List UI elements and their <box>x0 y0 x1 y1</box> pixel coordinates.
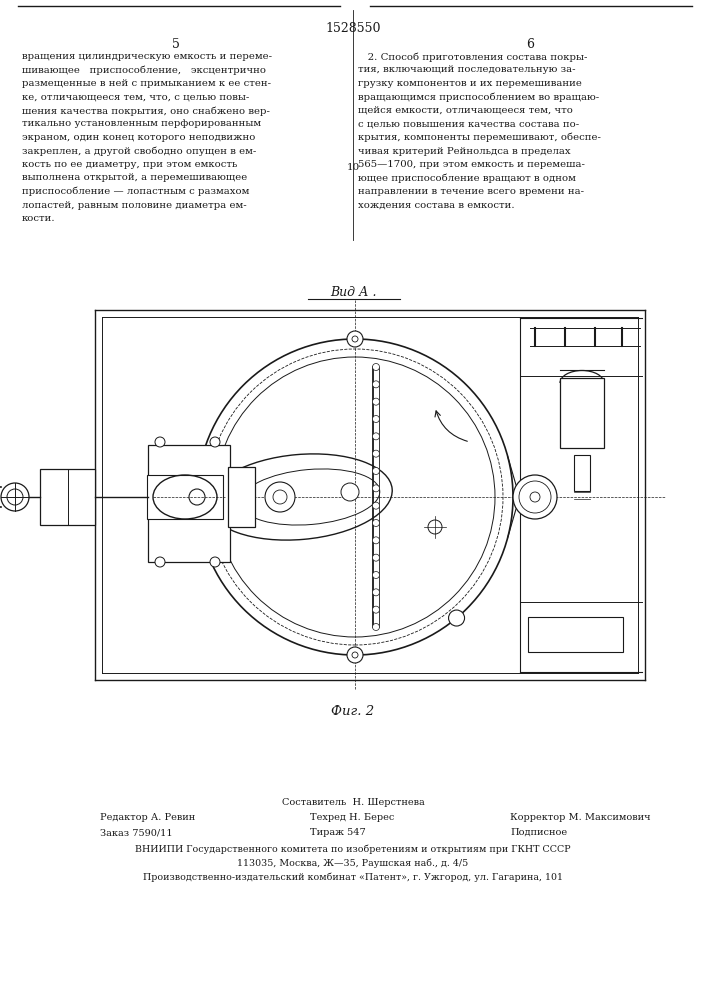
Text: Вид А .: Вид А . <box>329 286 376 299</box>
Text: выполнена открытой, а перемешивающее: выполнена открытой, а перемешивающее <box>22 174 247 182</box>
Text: Фиг. 2: Фиг. 2 <box>332 705 375 718</box>
Text: щейся емкости, отличающееся тем, что: щейся емкости, отличающееся тем, что <box>358 106 573 115</box>
Text: Заказ 7590/11: Заказ 7590/11 <box>100 828 173 837</box>
Circle shape <box>373 450 380 457</box>
Circle shape <box>373 554 380 561</box>
Text: 2. Способ приготовления состава покры-: 2. Способ приготовления состава покры- <box>358 52 588 62</box>
Bar <box>574 455 590 491</box>
Text: Подписное: Подписное <box>510 828 567 837</box>
Circle shape <box>373 485 380 492</box>
Circle shape <box>189 489 205 505</box>
Bar <box>228 467 255 527</box>
Circle shape <box>373 572 380 578</box>
Text: Редактор А. Ревин: Редактор А. Ревин <box>100 813 195 822</box>
Circle shape <box>265 482 295 512</box>
Circle shape <box>373 537 380 544</box>
Text: направлении в течение всего времени на-: направлении в течение всего времени на- <box>358 187 584 196</box>
Text: грузку компонентов и их перемешивание: грузку компонентов и их перемешивание <box>358 79 582 88</box>
Circle shape <box>210 557 220 567</box>
Text: вращения цилиндрическую емкость и переме-: вращения цилиндрическую емкость и переме… <box>22 52 272 61</box>
Text: шивающее   приспособление,   эксцентрично: шивающее приспособление, эксцентрично <box>22 66 266 75</box>
Circle shape <box>373 589 380 596</box>
Text: 113035, Москва, Ж—35, Раушская наб., д. 4/5: 113035, Москва, Ж—35, Раушская наб., д. … <box>238 858 469 867</box>
Text: размещенные в ней с примыканием к ее стен-: размещенные в ней с примыканием к ее сте… <box>22 79 271 88</box>
Circle shape <box>373 502 380 509</box>
Text: закреплен, а другой свободно опущен в ем-: закреплен, а другой свободно опущен в ем… <box>22 146 256 156</box>
Circle shape <box>373 363 380 370</box>
Text: кости.: кости. <box>22 214 56 223</box>
Circle shape <box>373 606 380 613</box>
Circle shape <box>373 416 380 422</box>
Circle shape <box>347 647 363 663</box>
Circle shape <box>373 520 380 526</box>
Circle shape <box>341 483 359 501</box>
Text: ющее приспособление вращают в одном: ющее приспособление вращают в одном <box>358 174 576 183</box>
Text: шения качества покрытия, оно снабжено вер-: шения качества покрытия, оно снабжено ве… <box>22 106 270 115</box>
Text: вращающимся приспособлением во вращаю-: вращающимся приспособлением во вращаю- <box>358 93 599 102</box>
Text: ке, отличающееся тем, что, с целью повы-: ке, отличающееся тем, что, с целью повы- <box>22 93 250 102</box>
Bar <box>148 445 230 562</box>
Circle shape <box>448 610 464 626</box>
Text: крытия, компоненты перемешивают, обеспе-: крытия, компоненты перемешивают, обеспе- <box>358 133 601 142</box>
Text: ВНИИПИ Государственного комитета по изобретениям и открытиям при ГКНТ СССР: ВНИИПИ Государственного комитета по изоб… <box>135 844 571 854</box>
Text: с целью повышения качества состава по-: с целью повышения качества состава по- <box>358 119 579 128</box>
Text: 6: 6 <box>526 38 534 51</box>
Text: Тираж 547: Тираж 547 <box>310 828 366 837</box>
Text: тикально установленным перфорированным: тикально установленным перфорированным <box>22 119 261 128</box>
Bar <box>40 469 95 525</box>
Text: 5: 5 <box>172 38 180 51</box>
Text: 565—1700, при этом емкость и перемеша-: 565—1700, при этом емкость и перемеша- <box>358 160 585 169</box>
Circle shape <box>373 433 380 440</box>
Circle shape <box>155 437 165 447</box>
Text: хождения состава в емкости.: хождения состава в емкости. <box>358 200 515 210</box>
Text: лопастей, равным половине диаметра ем-: лопастей, равным половине диаметра ем- <box>22 200 247 210</box>
Text: Производственно-издательский комбинат «Патент», г. Ужгород, ул. Гагарина, 101: Производственно-издательский комбинат «П… <box>143 872 563 882</box>
Circle shape <box>373 624 380 631</box>
Text: Составитель  Н. Шерстнева: Составитель Н. Шерстнева <box>281 798 424 807</box>
Text: 10: 10 <box>346 163 360 172</box>
Bar <box>528 617 623 652</box>
Circle shape <box>373 468 380 475</box>
Circle shape <box>210 437 220 447</box>
Text: кость по ее диаметру, при этом емкость: кость по ее диаметру, при этом емкость <box>22 160 238 169</box>
Circle shape <box>373 381 380 388</box>
Circle shape <box>373 398 380 405</box>
Text: Корректор М. Максимович: Корректор М. Максимович <box>510 813 650 822</box>
Text: экраном, один конец которого неподвижно: экраном, один конец которого неподвижно <box>22 133 255 142</box>
Circle shape <box>1 483 29 511</box>
Circle shape <box>347 331 363 347</box>
Circle shape <box>155 557 165 567</box>
Text: тия, включающий последовательную за-: тия, включающий последовательную за- <box>358 66 575 75</box>
Bar <box>560 378 604 448</box>
Bar <box>147 475 223 519</box>
Text: приспособление — лопастным с размахом: приспособление — лопастным с размахом <box>22 187 250 196</box>
Circle shape <box>513 475 557 519</box>
Text: 1528550: 1528550 <box>325 22 381 35</box>
Text: Техред Н. Берес: Техред Н. Берес <box>310 813 395 822</box>
Text: чивая критерий Рейнольдса в пределах: чивая критерий Рейнольдса в пределах <box>358 146 571 155</box>
